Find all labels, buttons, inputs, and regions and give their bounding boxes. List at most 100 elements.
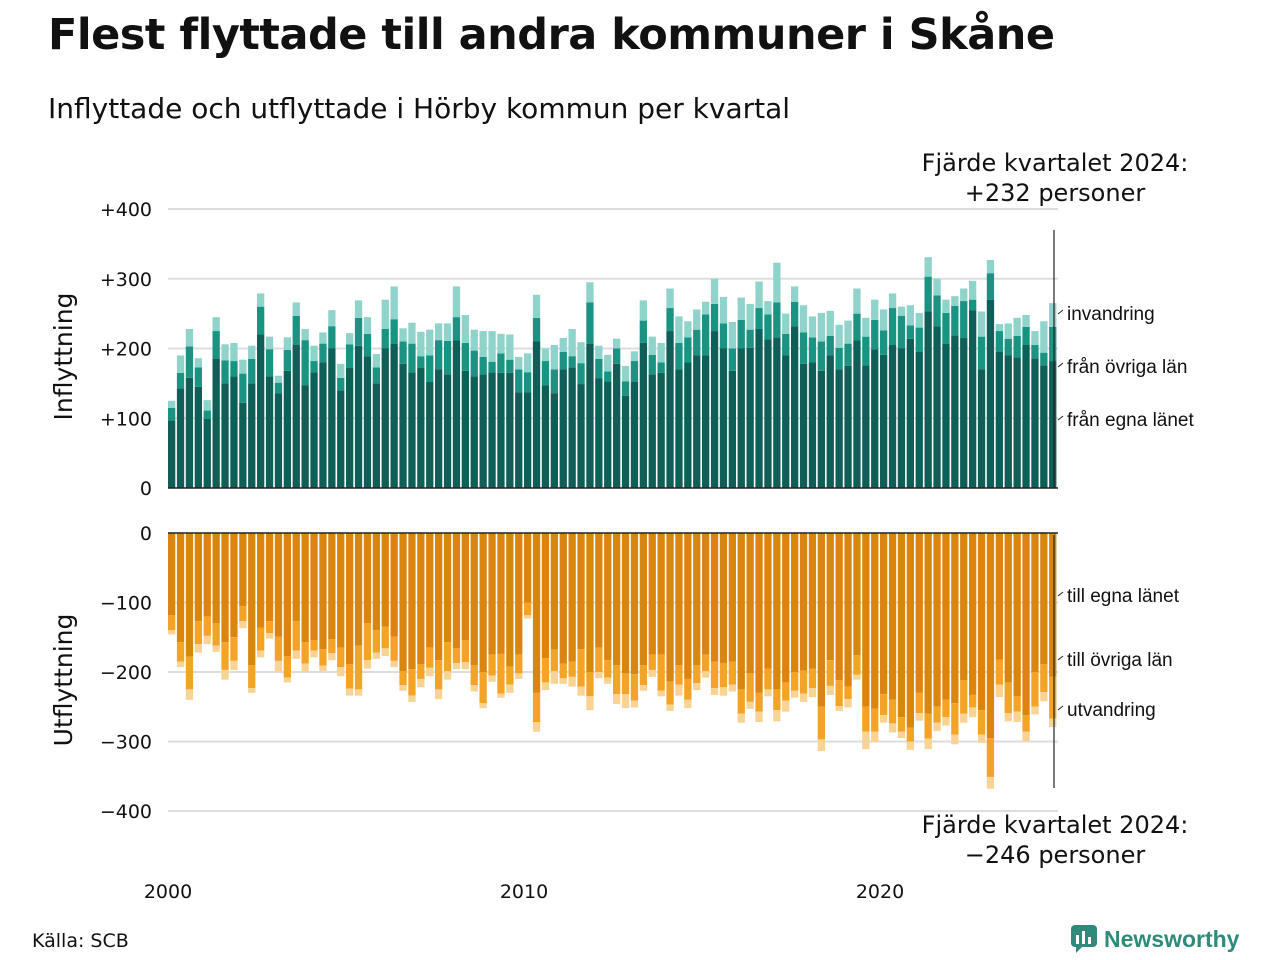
bar-in-s2 (675, 316, 683, 343)
bar-in-s2 (257, 293, 265, 307)
chart-title: Flest flyttade till andra kommuner i Skå… (48, 10, 1055, 60)
bar-in-s1 (354, 317, 363, 346)
bar-ut-s2 (844, 699, 852, 708)
bar-ut-s2 (354, 689, 363, 696)
bar-ut-s2 (719, 687, 728, 696)
bar-ut-s1 (844, 686, 852, 700)
y-tick-label-in: +400 (100, 199, 152, 221)
bar-ut-s2 (390, 660, 398, 668)
bar-ut-s2 (221, 669, 229, 680)
bar-in-s2 (630, 351, 639, 362)
bar-ut-s0 (924, 533, 932, 714)
bar-ut-s0 (248, 533, 256, 666)
bar-ut-s0 (328, 533, 336, 640)
bar-in-s1 (319, 343, 327, 363)
bar-in-s2 (168, 400, 176, 408)
bar-ut-s2 (452, 662, 461, 670)
bar-in-s1 (265, 349, 274, 377)
bar-in-s0 (684, 362, 692, 488)
bar-in-s0 (755, 328, 763, 488)
bar-in-s1 (960, 301, 968, 339)
bar-in-s2 (265, 336, 274, 350)
bar-ut-s2 (194, 644, 202, 653)
bar-ut-s2 (417, 678, 425, 688)
bar-in-s0 (239, 402, 247, 488)
bar-ut-s1 (684, 678, 692, 700)
bar-in-s0 (595, 378, 603, 488)
bar-in-s2 (799, 305, 808, 333)
bar-in-s2 (977, 311, 986, 337)
bar-in-s0 (906, 338, 914, 488)
bar-in-s0 (862, 365, 870, 488)
bar-in-s2 (319, 332, 327, 344)
bar-in-s2 (1049, 303, 1057, 327)
chart-subtitle: Inflyttade och utflyttade i Hörby kommun… (48, 92, 791, 125)
bar-in-s1 (942, 312, 950, 344)
bar-ut-s0 (817, 533, 825, 707)
bar-ut-s0 (1004, 533, 1012, 683)
bar-in-s1 (915, 327, 923, 352)
bar-ut-s1 (185, 656, 194, 690)
bar-ut-s0 (577, 533, 585, 650)
bar-in-s0 (230, 376, 238, 488)
bar-ut-s0 (630, 533, 639, 675)
bar-ut-s0 (862, 533, 870, 707)
bar-in-s2 (719, 296, 728, 324)
bar-in-s1 (995, 331, 1003, 352)
series-leader-ut (1057, 655, 1064, 661)
bar-in-s0 (203, 418, 211, 488)
bar-ut-s1 (835, 680, 843, 707)
bar-in-s0 (470, 376, 478, 488)
bar-in-s2 (586, 282, 594, 303)
bar-in-s0 (835, 369, 843, 488)
bar-ut-s1 (719, 662, 728, 688)
bar-ut-s1 (737, 689, 745, 714)
bar-in-s2 (871, 299, 879, 320)
bar-ut-s0 (319, 533, 327, 650)
bar-in-s0 (346, 368, 354, 488)
bar-in-s0 (888, 345, 897, 488)
bar-in-s0 (746, 347, 754, 488)
bar-in-s2 (239, 359, 247, 374)
bar-in-s2 (702, 301, 710, 315)
bar-in-s1 (808, 337, 817, 363)
bar-ut-s2 (292, 650, 300, 659)
bar-ut-s2 (773, 710, 781, 722)
bar-ut-s0 (728, 533, 736, 662)
bar-in-s0 (1013, 357, 1021, 488)
bar-in-s2 (461, 315, 469, 343)
y-tick-label-ut: −200 (100, 662, 152, 684)
bar-in-s2 (835, 324, 843, 348)
bar-ut-s0 (791, 533, 799, 672)
bar-in-s0 (799, 363, 808, 488)
bar-ut-s2 (657, 690, 665, 697)
bar-ut-s1 (346, 664, 354, 689)
bar-ut-s1 (461, 640, 469, 663)
bar-in-s1 (479, 356, 487, 375)
bar-in-s2 (381, 299, 389, 329)
bar-in-s0 (408, 372, 416, 488)
bar-ut-s1 (586, 672, 594, 697)
bar-in-s1 (1031, 345, 1039, 359)
bar-in-s0 (550, 393, 558, 488)
bar-ut-s2 (1022, 731, 1030, 742)
annotation-inflow-line1: Fjärde kvartalet 2024: (921, 149, 1189, 177)
brand-logo[interactable]: Newsworthy (1070, 924, 1239, 954)
bar-ut-s1 (1013, 696, 1021, 712)
bar-in-s0 (1031, 358, 1039, 488)
annotation-inflow-line2: +232 personer (964, 179, 1146, 207)
bar-ut-s1 (568, 661, 576, 677)
bar-ut-s2 (212, 645, 220, 652)
series-leader-in (1057, 362, 1064, 368)
bar-ut-s1 (604, 660, 612, 678)
bar-in-s0 (844, 365, 852, 488)
bar-ut-s0 (363, 533, 372, 624)
bar-in-s2 (328, 310, 336, 327)
series-label-in-0: från egna länet (1067, 410, 1194, 431)
bar-ut-s2 (550, 671, 558, 684)
bar-ut-s1 (283, 656, 291, 678)
bar-in-s1 (185, 346, 194, 378)
bar-ut-s1 (621, 673, 630, 695)
bar-ut-s0 (969, 533, 977, 695)
